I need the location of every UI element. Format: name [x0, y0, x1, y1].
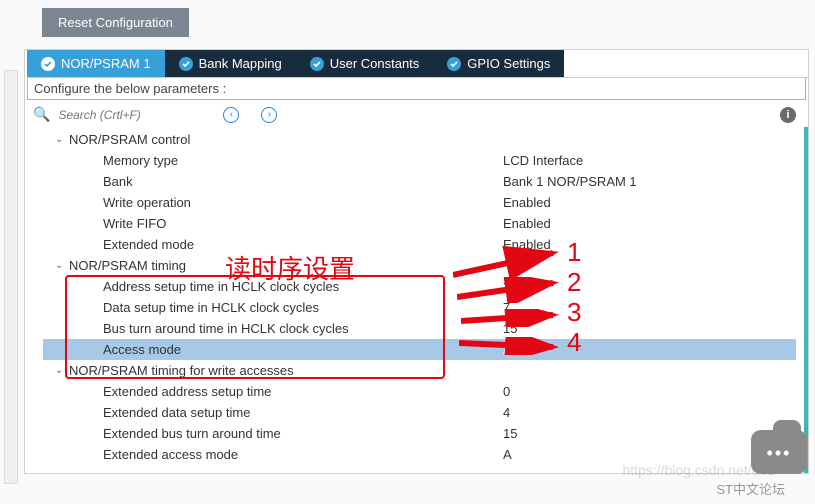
next-button[interactable]: ›: [261, 107, 277, 123]
reset-config-button[interactable]: Reset Configuration: [42, 8, 189, 37]
chevron-down-icon: ⌄: [55, 365, 65, 376]
search-toolbar: 🔍 ‹ › i: [25, 102, 808, 127]
forum-label: ST中文论坛: [716, 479, 785, 498]
group-title: NOR/PSRAM timing: [69, 258, 186, 273]
search-input[interactable]: [58, 108, 215, 122]
outer-scrollbar[interactable]: [4, 70, 18, 484]
check-icon: [310, 57, 324, 71]
check-icon: [179, 57, 193, 71]
tab-bank-mapping[interactable]: Bank Mapping: [165, 50, 296, 77]
group-timing[interactable]: ⌄ NOR/PSRAM timing: [43, 255, 796, 276]
row-extended-mode[interactable]: Extended modeEnabled: [43, 234, 796, 255]
tab-user-constants[interactable]: User Constants: [296, 50, 434, 77]
row-addr-setup[interactable]: Address setup time in HCLK clock cycles3: [43, 276, 796, 297]
search-icon[interactable]: 🔍: [33, 106, 50, 123]
group-timing-write[interactable]: ⌄ NOR/PSRAM timing for write accesses: [43, 360, 796, 381]
tab-label: GPIO Settings: [467, 56, 550, 71]
check-icon: [447, 57, 461, 71]
row-write-fifo[interactable]: Write FIFOEnabled: [43, 213, 796, 234]
row-access-mode[interactable]: Access modeA: [43, 339, 796, 360]
parameters-header: Configure the below parameters :: [27, 78, 806, 100]
chevron-down-icon: ⌄: [55, 134, 65, 145]
row-ext-bus[interactable]: Extended bus turn around time15: [43, 423, 796, 444]
parameter-tree: ⌄ NOR/PSRAM control Memory typeLCD Interf…: [25, 127, 808, 473]
group-title: NOR/PSRAM timing for write accesses: [69, 363, 294, 378]
tab-label: Bank Mapping: [199, 56, 282, 71]
tab-bar: NOR/PSRAM 1 Bank Mapping User Constants …: [27, 50, 808, 78]
row-data-setup[interactable]: Data setup time in HCLK clock cycles7: [43, 297, 796, 318]
row-write-operation[interactable]: Write operationEnabled: [43, 192, 796, 213]
tab-label: NOR/PSRAM 1: [61, 56, 151, 71]
row-ext-data[interactable]: Extended data setup time4: [43, 402, 796, 423]
tab-nor-psram[interactable]: NOR/PSRAM 1: [27, 50, 165, 77]
group-title: NOR/PSRAM control: [69, 132, 190, 147]
prev-button[interactable]: ‹: [223, 107, 239, 123]
info-icon[interactable]: i: [780, 107, 796, 123]
tab-gpio-settings[interactable]: GPIO Settings: [433, 50, 564, 77]
chevron-down-icon: ⌄: [55, 260, 65, 271]
row-ext-addr[interactable]: Extended address setup time0: [43, 381, 796, 402]
group-control[interactable]: ⌄ NOR/PSRAM control: [43, 129, 796, 150]
row-memory-type[interactable]: Memory typeLCD Interface: [43, 150, 796, 171]
row-bus-turn[interactable]: Bus turn around time in HCLK clock cycle…: [43, 318, 796, 339]
chat-icon[interactable]: [751, 430, 807, 474]
config-panel: NOR/PSRAM 1 Bank Mapping User Constants …: [24, 49, 809, 474]
row-bank[interactable]: BankBank 1 NOR/PSRAM 1: [43, 171, 796, 192]
check-icon: [41, 57, 55, 71]
tab-label: User Constants: [330, 56, 420, 71]
